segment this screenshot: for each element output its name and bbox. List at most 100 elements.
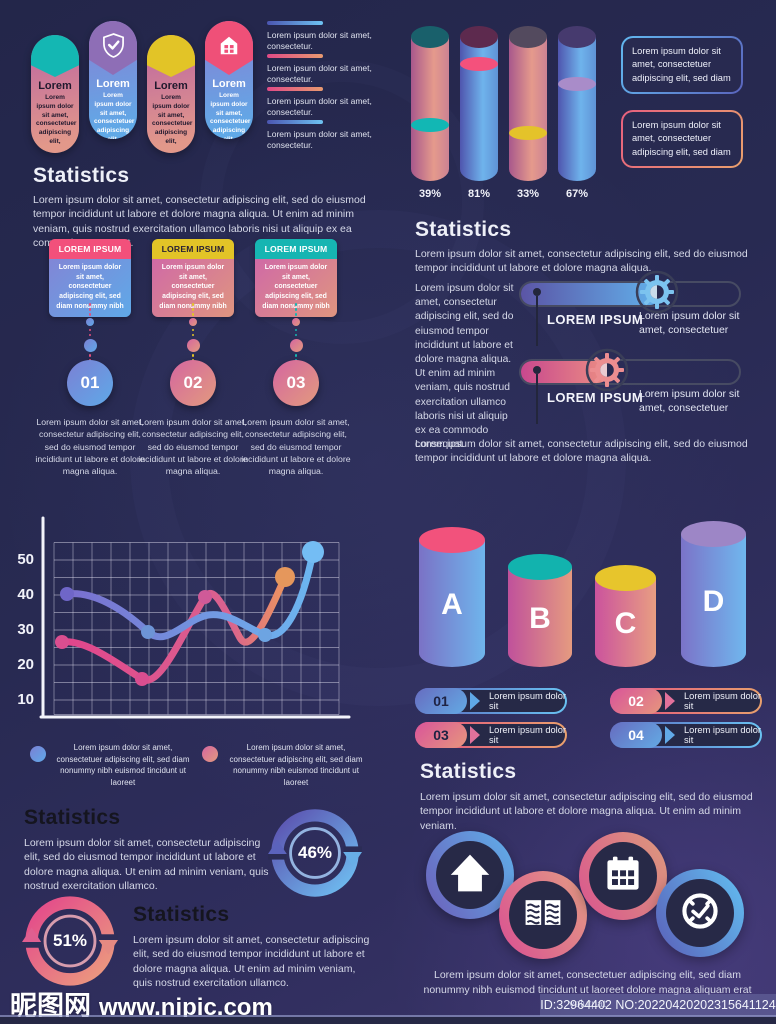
donut-chart-46: 46%	[267, 806, 363, 900]
chart-axes	[39, 516, 351, 719]
section-title-statistics-bottom-right: Statistics	[420, 760, 517, 783]
percent-label: 33%	[516, 188, 540, 200]
cylinder-top	[411, 26, 449, 48]
legend-text: Lorem ipsum dolor sit amet, consectetur.	[267, 129, 372, 151]
section-title-statistics-bottom-left-2: Statistics	[133, 903, 230, 926]
gear-icon	[635, 270, 679, 314]
capsule-text: Lorem ipsum dolor sit amet, consectetuer…	[210, 92, 251, 139]
cylinder-marker-purple	[558, 77, 596, 91]
legend-bar-blue	[267, 21, 323, 25]
y-axis-tick: 50	[17, 551, 34, 568]
series-pink-markers	[55, 567, 295, 686]
list-item-04: 04 Lorem ipsum dolor sit	[610, 722, 762, 748]
cylinder-top-teal	[508, 554, 572, 580]
legend-bar-pink	[267, 87, 323, 91]
slider-start-dot	[533, 366, 541, 374]
y-axis-tick: 10	[17, 691, 34, 708]
donut-percent-label: 51%	[52, 931, 88, 950]
line-chart	[39, 516, 351, 719]
statistics-bottom-right-paragraph: Lorem ipsum dolor sit amet, consectetur …	[420, 791, 753, 832]
list-item-text: Lorem ipsum dolor sit	[489, 725, 566, 745]
legend-item: Lorem ipsum dolor sit amet, consectetur.	[267, 87, 383, 118]
shield-check-icon	[102, 33, 125, 63]
capsule-1-header	[31, 35, 79, 77]
step-number: 01	[80, 373, 100, 392]
open-book-icon	[521, 891, 565, 940]
image-id-bar: ID:32964402 NO:20220420202315641124	[540, 994, 776, 1016]
cylinder-bar-A	[419, 527, 485, 680]
capsule-title: Lorem	[96, 78, 130, 90]
bottom-edge-highlight	[0, 1015, 776, 1017]
process-card-header: LOREM IPSUM	[255, 239, 337, 259]
info-box-text: Lorem ipsum dolor sit amet, consectetuer…	[623, 38, 741, 92]
slider-desc: Lorem ipsum dolor sit amet, consectetuer	[639, 388, 740, 415]
capsule-4: Lorem Lorem ipsum dolor sit amet, consec…	[205, 21, 253, 139]
slider-connector-line	[536, 374, 538, 424]
slider-handle-gear[interactable]	[585, 348, 629, 397]
slider-handle-gear[interactable]	[635, 270, 679, 319]
cylinder-marker-teal	[411, 118, 449, 132]
bottom-edge-dark	[0, 1017, 776, 1024]
step-number-circle: 02	[170, 360, 216, 406]
list-item-number: 03	[415, 722, 467, 748]
cylinder-top	[509, 26, 547, 48]
cylinder-letter: D	[702, 585, 725, 618]
slider-label: LOREM IPSUM	[547, 312, 644, 327]
gear-icon	[585, 348, 629, 392]
statistics-right-outro: Lorem ipsum dolor sit amet, consectetur …	[415, 438, 748, 465]
slider-track-2[interactable]	[519, 359, 741, 385]
process-card-2: LOREM IPSUM Lorem ipsum dolor sit amet, …	[152, 239, 234, 318]
capsule-title: Lorem	[212, 78, 246, 90]
home-icon	[218, 35, 240, 61]
y-axis-tick: 40	[17, 586, 34, 603]
capsule-text: Lorem ipsum dolor sit amet, consectetuer…	[94, 92, 135, 139]
process-card-3: LOREM IPSUM Lorem ipsum dolor sit amet, …	[255, 239, 337, 318]
slider-connector-line	[536, 296, 538, 346]
cylinder-bar-C	[595, 565, 656, 680]
connector-dots	[186, 303, 200, 367]
percent-cylinder-3	[509, 26, 547, 184]
capsule-text: Lorem ipsum dolor sit amet, consectetuer…	[36, 94, 77, 145]
slider-fill-blue	[521, 283, 661, 305]
statistics-right-side-text: Lorem ipsum dolor sit amet, consectetur …	[415, 283, 514, 451]
slider-label: LOREM IPSUM	[547, 390, 644, 405]
percent-cylinder-2	[460, 26, 498, 184]
percent-label: 39%	[418, 188, 442, 200]
capsule-text: Lorem ipsum dolor sit amet, consectetuer…	[152, 94, 193, 145]
list-item-number: 02	[610, 688, 662, 714]
home-arrow-icon	[448, 851, 492, 900]
percent-cylinder-1	[411, 26, 449, 184]
cylinder-top	[558, 26, 596, 48]
slider-track-1[interactable]	[519, 281, 741, 307]
list-item-number: 01	[415, 688, 467, 714]
legend-marker-pink	[202, 746, 218, 762]
arrow-icon	[665, 726, 675, 744]
percent-label: 67%	[565, 188, 589, 200]
process-card-header: LOREM IPSUM	[49, 239, 131, 259]
legend-label: Lorem ipsum dolor sit amet, consectetuer…	[56, 743, 190, 787]
capsule-2: Lorem Lorem ipsum dolor sit amet, consec…	[89, 21, 137, 139]
list-item-01: 01 Lorem ipsum dolor sit	[415, 688, 567, 714]
step-number: 03	[286, 373, 306, 392]
capsule-3-header	[147, 35, 195, 77]
capsule-1: Lorem Lorem ipsum dolor sit amet, consec…	[31, 35, 79, 153]
step-number-circle: 01	[67, 360, 113, 406]
cylinder-marker-pink	[460, 57, 498, 71]
cylinder-bar-B	[508, 554, 572, 680]
arrow-icon	[470, 692, 480, 710]
statistics-bottom-right-caption: Lorem ipsum dolor sit amet, consectetuer…	[423, 969, 752, 1011]
donut-chart-51: 51%	[21, 893, 119, 989]
info-box-blue: Lorem ipsum dolor sit amet, consectetuer…	[621, 36, 743, 94]
cylinder-top-pink	[419, 527, 485, 553]
statistics-right-intro: Lorem ipsum dolor sit amet, consectetur …	[415, 248, 748, 275]
statistics-bottom-left-paragraph-2: Lorem ipsum dolor sit amet, consectetur …	[133, 934, 370, 990]
cylinder-bar-D	[681, 521, 746, 680]
legend-item: Lorem ipsum dolor sit amet, consectetur.	[267, 54, 383, 85]
percent-cylinder-4	[558, 26, 596, 184]
process-card-header: LOREM IPSUM	[152, 239, 234, 259]
cylinder-top-yellow	[595, 565, 656, 591]
icon-circle-book	[499, 871, 587, 959]
list-item-text: Lorem ipsum dolor sit	[489, 691, 566, 711]
cylinder-letter: C	[614, 607, 637, 640]
y-axis-tick: 20	[17, 656, 34, 673]
